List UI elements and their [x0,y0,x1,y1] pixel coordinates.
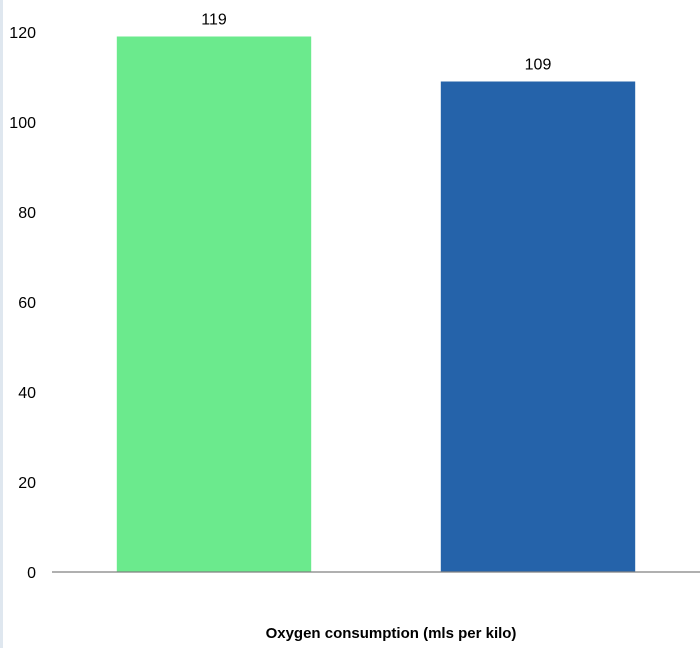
y-axis-ticks: 0 20 40 60 80 100 120 [9,25,36,582]
y-tick-label: 120 [9,25,36,42]
y-tick-label: 40 [18,385,36,402]
x-axis-title: Oxygen consumption (mls per kilo) [266,625,517,642]
left-border-strip [0,0,3,648]
y-tick-label: 60 [18,295,36,312]
bar-2 [440,81,636,572]
bar-1 [116,36,312,572]
y-tick-label: 80 [18,205,36,222]
y-tick-label: 20 [18,475,36,492]
bar-value-label-1: 119 [201,12,227,29]
bar-value-label-2: 109 [525,57,552,74]
y-tick-label: 0 [27,565,36,582]
data-labels: 119 109 [201,12,551,74]
bars [116,36,636,572]
y-tick-label: 100 [9,115,36,132]
